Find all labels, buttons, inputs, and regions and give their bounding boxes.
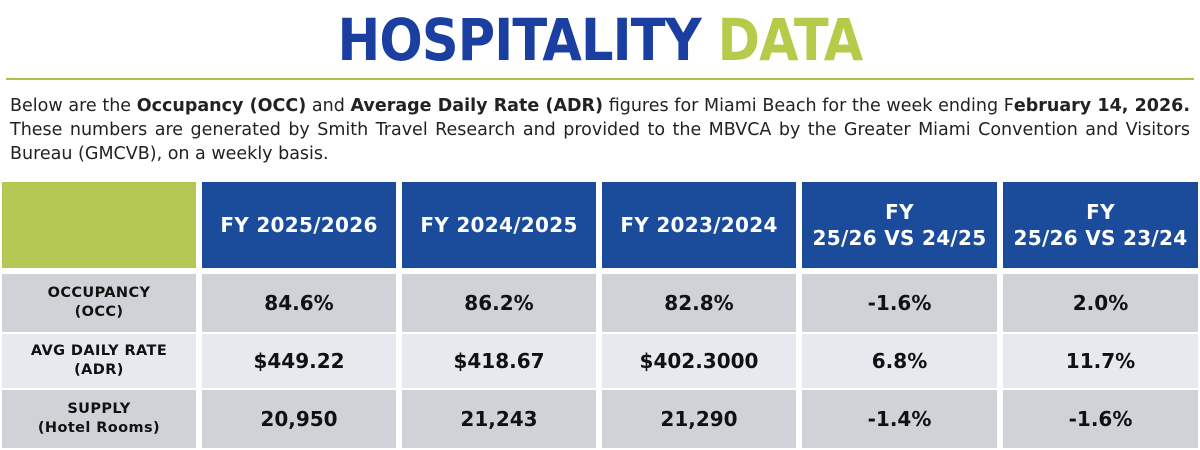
hospitality-data-table: FY 2025/2026 FY 2024/2025 FY 2023/2024 F…: [0, 182, 1200, 450]
table-cell: 82.8%: [602, 274, 796, 332]
row-label-occupancy: OCCUPANCY (OCC): [2, 274, 196, 332]
column-header-fy-2024-2025: FY 2024/2025: [402, 182, 596, 268]
title-divider: [6, 78, 1194, 80]
column-header-line1: FY: [885, 200, 914, 224]
column-header-line1: FY 2025/2026: [220, 213, 378, 237]
row-label-line2: (OCC): [74, 304, 124, 320]
row-label-line1: OCCUPANCY: [47, 285, 151, 301]
title-word-hospitality: HOSPITALITY: [337, 6, 702, 74]
column-header-line1: FY 2024/2025: [420, 213, 578, 237]
intro-bold-date: ebruary 14, 2026.: [1013, 96, 1190, 116]
table-cell: $449.22: [202, 334, 396, 388]
title-word-data: DATA: [717, 6, 864, 74]
intro-bold-adr: Average Daily Rate (ADR): [350, 96, 604, 116]
table-cell: -1.6%: [802, 274, 997, 332]
intro-text-2: and: [306, 96, 351, 116]
column-header-fy-2023-2024: FY 2023/2024: [602, 182, 796, 268]
table-cell: $418.67: [402, 334, 596, 388]
table-cell: -1.4%: [802, 390, 997, 448]
table-cell: 11.7%: [1003, 334, 1198, 388]
row-label-line1: AVG DAILY RATE: [30, 343, 168, 359]
table-cell: $402.3000: [602, 334, 796, 388]
table-cell: -1.6%: [1003, 390, 1198, 448]
table-cell: 21,290: [602, 390, 796, 448]
column-header-fy-2025-2026: FY 2025/2026: [202, 182, 396, 268]
column-header-line2: 25/26 VS 23/24: [1013, 226, 1188, 250]
row-label-line1: SUPPLY: [67, 401, 131, 417]
intro-text-3: figures for Miami Beach for the week end…: [603, 96, 1014, 116]
page-title: HOSPITALITY DATA: [72, 8, 1128, 72]
row-label-avg-daily-rate: AVG DAILY RATE (ADR): [2, 334, 196, 388]
row-label-supply: SUPPLY (Hotel Rooms): [2, 390, 196, 448]
table-cell: 20,950: [202, 390, 396, 448]
column-header-fy-25-26-vs-23-24: FY 25/26 VS 23/24: [1003, 182, 1198, 268]
intro-paragraph: Below are the Occupancy (OCC) and Averag…: [10, 94, 1190, 166]
intro-text-1: Below are the: [10, 96, 137, 116]
table-cell: 21,243: [402, 390, 596, 448]
intro-bold-occupancy: Occupancy (OCC): [136, 96, 307, 116]
column-header-line1: FY 2023/2024: [620, 213, 778, 237]
column-header-line1: FY: [1086, 200, 1115, 224]
table-cell: 2.0%: [1003, 274, 1198, 332]
row-label-line2: (Hotel Rooms): [37, 420, 161, 436]
table-cell: 86.2%: [402, 274, 596, 332]
row-label-line2: (ADR): [74, 362, 124, 378]
intro-text-4: These numbers are generated by Smith Tra…: [10, 120, 1190, 164]
table-cell: 6.8%: [802, 334, 997, 388]
table-cell: 84.6%: [202, 274, 396, 332]
column-header-fy-25-26-vs-24-25: FY 25/26 VS 24/25: [802, 182, 997, 268]
column-header-line2: 25/26 VS 24/25: [812, 226, 987, 250]
table-corner-cell: [2, 182, 196, 268]
